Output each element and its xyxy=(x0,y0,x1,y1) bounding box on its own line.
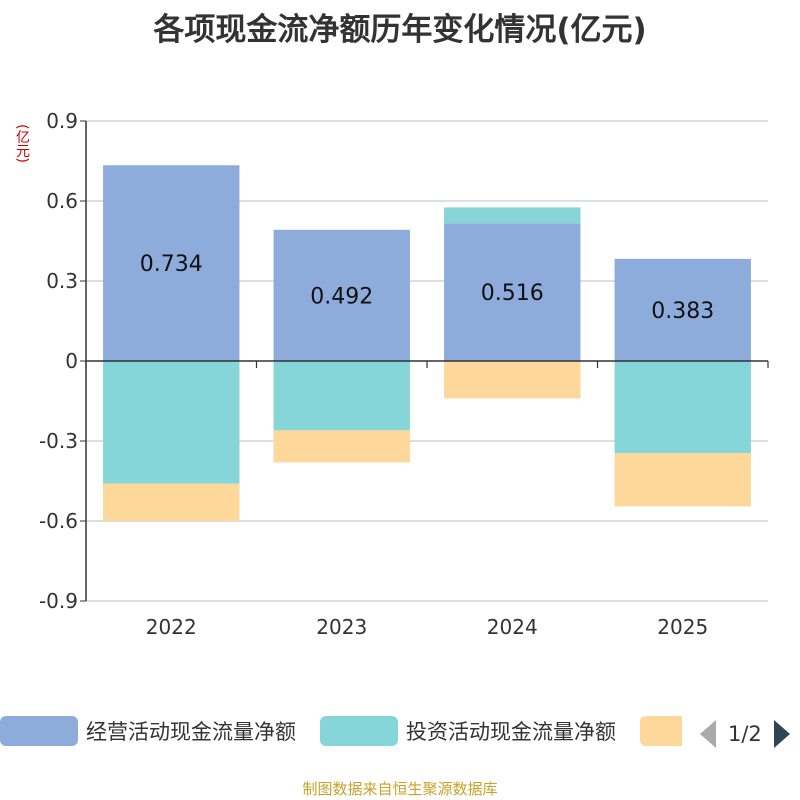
chart-title: 各项现金流净额历年变化情况(亿元) xyxy=(153,12,647,48)
labels: 0.9 0.6 0.3 0 -0.3 -0.6 -0.9 0.734 2022 0.492 2023… xyxy=(39,109,714,639)
x-tick-label-2024: 2024 xyxy=(487,615,538,639)
axes xyxy=(80,120,769,602)
legend-item-financing[interactable] xyxy=(640,716,682,746)
x-tick-label-2025: 2025 xyxy=(657,615,708,639)
bar-2024-series-0 xyxy=(444,223,581,361)
legend-swatch-financing xyxy=(640,716,682,746)
bar-2024-series-1 xyxy=(444,207,581,224)
x-tick-label-2022: 2022 xyxy=(146,615,197,639)
legend-item-investing[interactable]: 投资活动现金流量净额 xyxy=(320,716,616,746)
legend-next-icon[interactable] xyxy=(773,720,790,748)
y-tick-label: 0.3 xyxy=(46,269,78,293)
data-label-2023: 0.492 xyxy=(310,284,373,309)
y-axis-unit-label: (亿元) xyxy=(14,124,30,163)
bar-2023-series-2 xyxy=(273,430,410,463)
stacked-bar-chart: 0.9 0.6 0.3 0 -0.3 -0.6 -0.9 0.734 2022 0.492 2023… xyxy=(39,109,769,639)
bar-2023-series-0 xyxy=(273,229,410,361)
data-label-2022: 0.734 xyxy=(140,252,203,277)
bars xyxy=(103,165,751,521)
y-tick-label: 0 xyxy=(65,349,78,373)
bar-2024-series-2 xyxy=(444,361,581,399)
bar-2025-series-0 xyxy=(614,258,751,361)
y-tick-label: 0.9 xyxy=(46,109,78,133)
y-tick-label: -0.9 xyxy=(39,589,78,613)
legend-label-investing: 投资活动现金流量净额 xyxy=(406,720,616,744)
data-label-2025: 0.383 xyxy=(651,299,714,324)
data-source-note: 制图数据来自恒生聚源数据库 xyxy=(302,780,498,798)
bar-2022-series-2 xyxy=(103,483,240,521)
y-tick-label: 0.6 xyxy=(46,189,78,213)
y-tick-label: -0.6 xyxy=(39,509,78,533)
data-label-2024: 0.516 xyxy=(481,281,544,306)
bar-2023-series-1 xyxy=(273,361,410,431)
legend-page-indicator: 1/2 xyxy=(728,722,762,746)
legend-swatch-investing xyxy=(320,716,398,746)
legend: 经营活动现金流量净额 投资活动现金流量净额 1/2 xyxy=(0,716,800,756)
legend-pager: 1/2 xyxy=(700,716,790,752)
y-tick-label: -0.3 xyxy=(39,429,78,453)
bar-2025-series-2 xyxy=(614,453,751,507)
bar-2022-series-1 xyxy=(103,361,240,484)
legend-item-operating[interactable]: 经营活动现金流量净额 xyxy=(0,716,296,746)
legend-swatch-operating xyxy=(0,716,78,746)
bar-2022-series-0 xyxy=(103,165,240,361)
x-tick-label-2023: 2023 xyxy=(316,615,367,639)
bar-2025-series-1 xyxy=(614,361,751,453)
legend-label-operating: 经营活动现金流量净额 xyxy=(86,720,296,744)
legend-prev-icon[interactable] xyxy=(700,720,716,748)
